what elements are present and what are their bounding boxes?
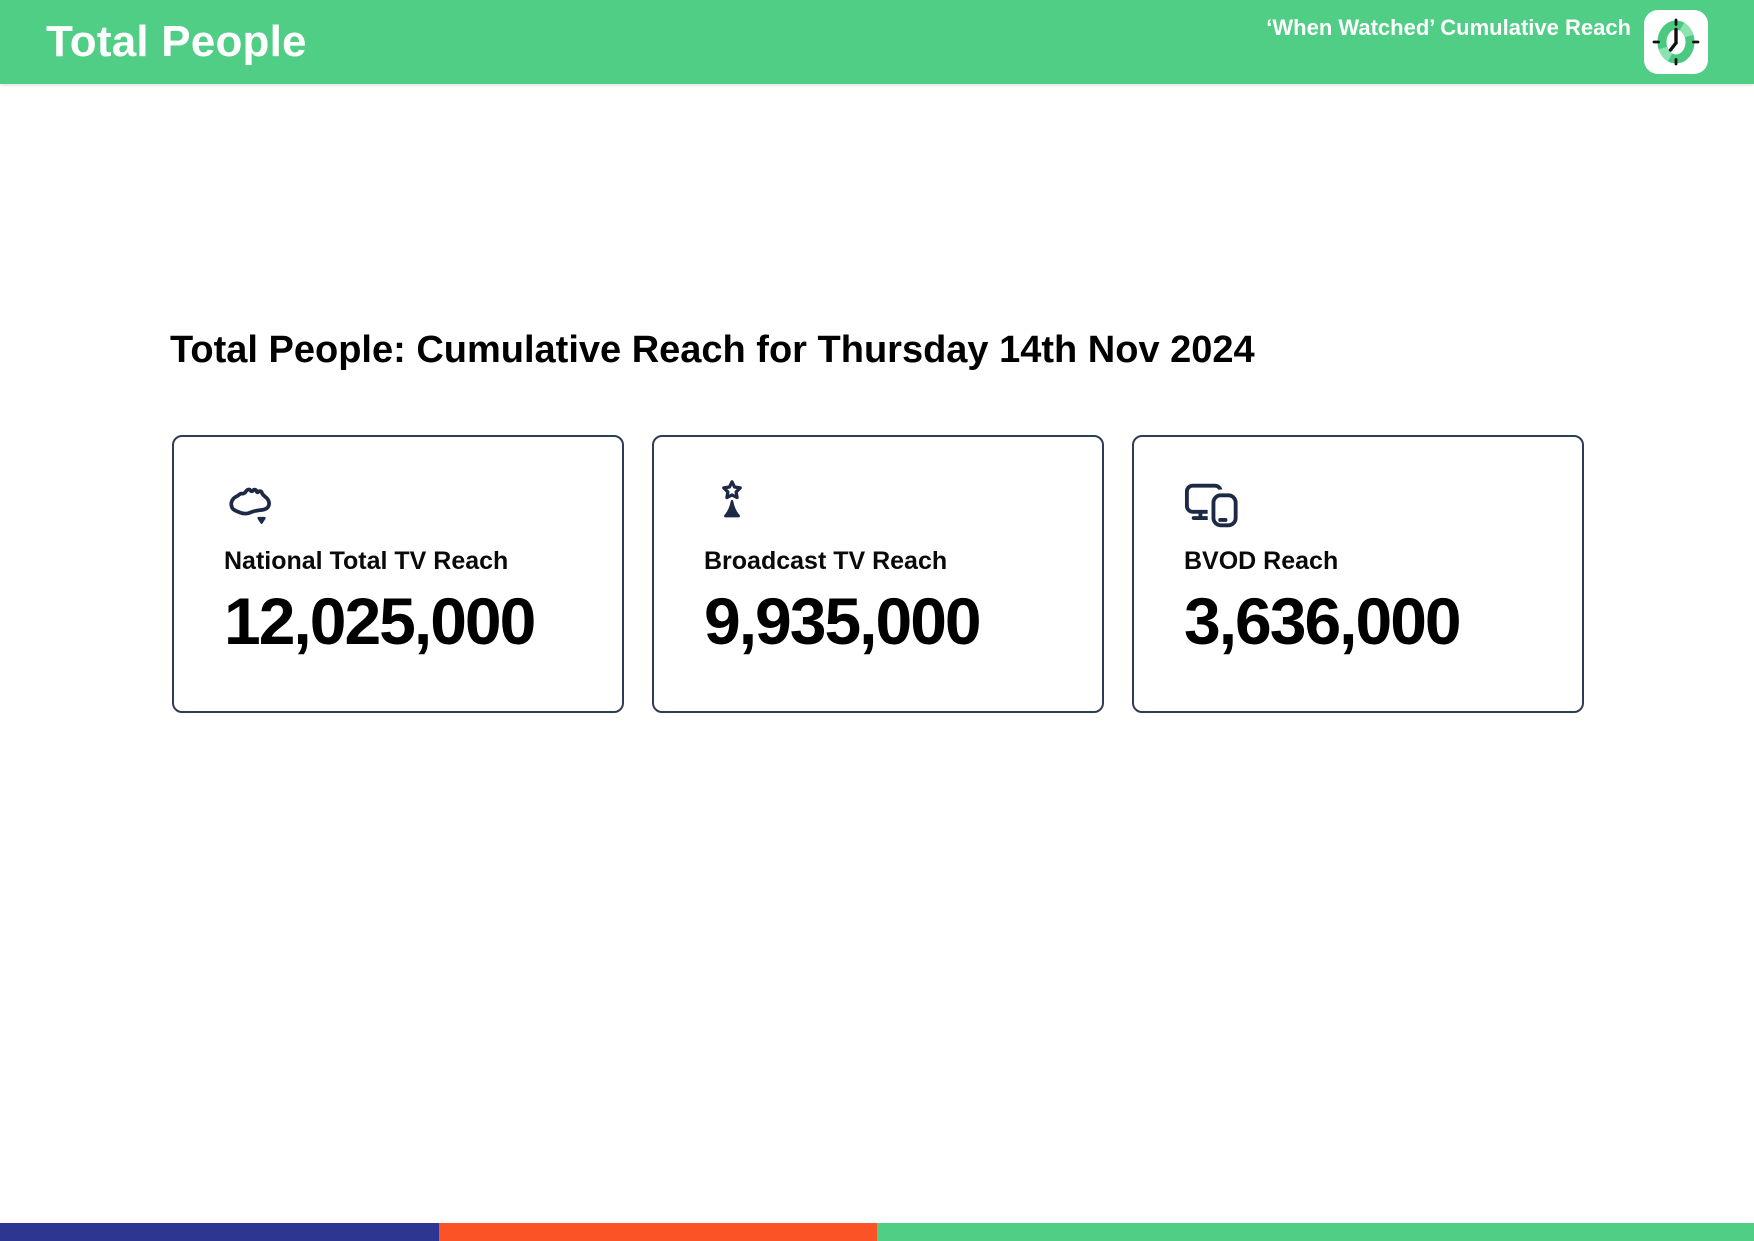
kpi-value: 3,636,000 <box>1184 584 1462 658</box>
report-type-label: ‘When Watched’ Cumulative Reach <box>1266 15 1631 40</box>
kpi-card-row: National Total TV Reach 12,025,000 Broad… <box>172 435 1584 713</box>
kpi-label: BVOD Reach <box>1184 547 1339 575</box>
kpi-label: National Total TV Reach <box>224 547 509 575</box>
kpi-card-bvod: BVOD Reach 3,636,000 <box>1132 435 1584 713</box>
kpi-card-broadcast-tv: Broadcast TV Reach 9,935,000 <box>652 435 1104 713</box>
header-right-group: ‘When Watched’ Cumulative Reach <box>1266 0 1708 84</box>
clock-icon <box>1644 10 1708 74</box>
kpi-card-national-total-tv: National Total TV Reach 12,025,000 <box>172 435 624 713</box>
page-title: Total People <box>46 17 307 66</box>
footer-orange-segment <box>438 1223 877 1241</box>
tv-and-phone-icon <box>1184 483 1240 531</box>
footer-color-bar <box>0 1223 1754 1241</box>
header-bar: Total People ‘When Watched’ Cumulative R… <box>0 0 1754 84</box>
kpi-value: 9,935,000 <box>704 584 982 658</box>
kpi-value: 12,025,000 <box>224 584 536 658</box>
australia-map-icon <box>229 487 271 524</box>
section-heading: Total People: Cumulative Reach for Thurs… <box>170 329 1255 371</box>
broadcast-tower-icon <box>722 480 742 518</box>
kpi-label: Broadcast TV Reach <box>704 547 948 575</box>
footer-navy-segment <box>0 1223 439 1241</box>
footer-green-segment <box>877 1223 1754 1241</box>
